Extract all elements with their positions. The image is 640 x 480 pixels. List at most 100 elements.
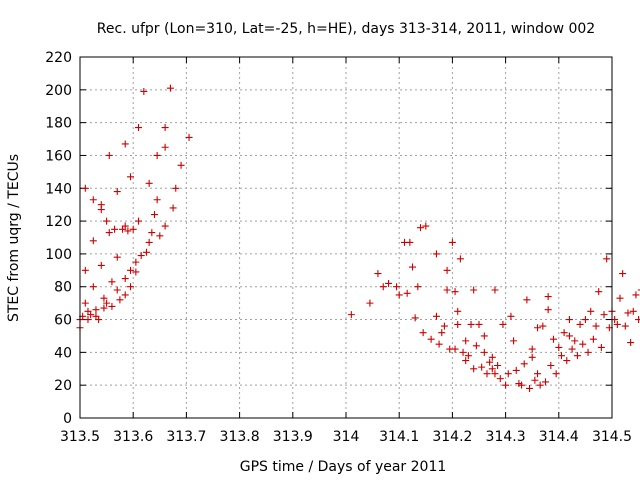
data-point <box>156 232 164 240</box>
data-point <box>97 206 105 214</box>
data-point <box>145 238 153 246</box>
data-point <box>443 266 451 274</box>
data-point <box>89 237 97 245</box>
data-point <box>499 320 507 328</box>
data-point <box>113 253 121 261</box>
data-point <box>161 222 169 230</box>
data-point <box>520 360 528 368</box>
data-point <box>113 188 121 196</box>
x-tick-label: 314.5 <box>592 429 632 445</box>
data-point <box>153 196 161 204</box>
y-tick-label: 200 <box>45 83 72 99</box>
y-tick-label: 80 <box>54 280 72 296</box>
data-point <box>592 322 600 330</box>
data-point <box>528 353 536 361</box>
data-point <box>536 381 544 389</box>
data-point <box>103 217 111 225</box>
data-point <box>127 266 135 274</box>
y-tick-label: 220 <box>45 50 72 66</box>
data-point <box>95 316 103 324</box>
data-point <box>579 340 587 348</box>
x-tick-label: 314.4 <box>539 429 579 445</box>
y-tick-label: 120 <box>45 214 72 230</box>
data-point <box>81 184 89 192</box>
data-point <box>555 343 563 351</box>
data-point <box>374 270 382 278</box>
data-point <box>544 306 552 314</box>
data-point <box>494 361 502 369</box>
data-point <box>565 316 573 324</box>
data-point <box>528 345 536 353</box>
data-point <box>132 268 140 276</box>
data-point <box>172 184 180 192</box>
data-point <box>613 320 621 328</box>
data-point <box>116 296 124 304</box>
data-point <box>552 370 560 378</box>
y-tick-label: 180 <box>45 116 72 132</box>
data-point <box>480 348 488 356</box>
data-point <box>143 248 150 256</box>
y-tick-label: 140 <box>45 181 72 197</box>
data-point <box>409 263 416 271</box>
data-point <box>105 229 113 237</box>
data-point <box>108 302 116 310</box>
data-point <box>185 133 193 141</box>
data-point <box>472 342 480 350</box>
data-point <box>571 337 579 345</box>
data-point <box>148 229 156 237</box>
data-point <box>526 384 534 392</box>
y-axis-tick-labels: 0 20 40 60 80 100 120 140 160 180 200 220 <box>45 50 72 427</box>
data-point <box>470 286 478 294</box>
x-tick-label: 314 <box>333 429 360 445</box>
data-point <box>121 140 129 148</box>
x-axis-tick-labels: 313.5 313.6 313.7 313.8 313.9 314 314.1 314.2 31… <box>60 429 632 445</box>
data-point <box>92 306 100 314</box>
data-point <box>510 337 518 345</box>
data-point <box>488 353 496 361</box>
data-point <box>478 363 486 371</box>
data-point <box>135 124 143 132</box>
data-point <box>124 227 132 235</box>
data-point <box>153 151 161 159</box>
data-point <box>549 335 557 343</box>
data-point <box>419 329 427 337</box>
data-point <box>111 225 119 233</box>
data-point <box>544 293 552 301</box>
x-tick-label: 313.6 <box>113 429 153 445</box>
data-point <box>483 370 491 378</box>
data-points <box>76 84 640 392</box>
data-point <box>127 283 135 291</box>
data-point <box>416 224 424 232</box>
x-tick-label: 313.5 <box>60 429 100 445</box>
data-point <box>132 258 140 266</box>
data-point <box>475 320 483 328</box>
data-point <box>451 345 459 353</box>
data-point <box>161 124 169 132</box>
data-point <box>502 381 510 389</box>
data-point <box>523 296 531 304</box>
data-point <box>584 348 592 356</box>
data-point <box>512 366 520 374</box>
data-point <box>488 365 496 373</box>
data-point <box>105 151 113 159</box>
data-point <box>464 352 472 360</box>
data-point <box>411 314 419 322</box>
data-point <box>169 204 177 212</box>
data-point <box>486 358 494 366</box>
data-point <box>347 311 355 319</box>
x-tick-label: 313.7 <box>166 429 206 445</box>
data-point <box>113 286 121 294</box>
y-tick-label: 40 <box>54 345 72 361</box>
data-point <box>454 307 462 315</box>
data-point <box>534 324 542 332</box>
data-point <box>366 299 374 307</box>
data-point <box>129 225 137 233</box>
data-point <box>595 288 603 296</box>
chart-title: Rec. ufpr (Lon=310, Lat=-25, h=HE), days… <box>97 21 595 37</box>
x-tick-label: 313.8 <box>220 429 260 445</box>
data-point <box>438 329 446 337</box>
data-point <box>448 238 456 246</box>
data-point <box>534 370 542 378</box>
data-point <box>145 179 153 187</box>
